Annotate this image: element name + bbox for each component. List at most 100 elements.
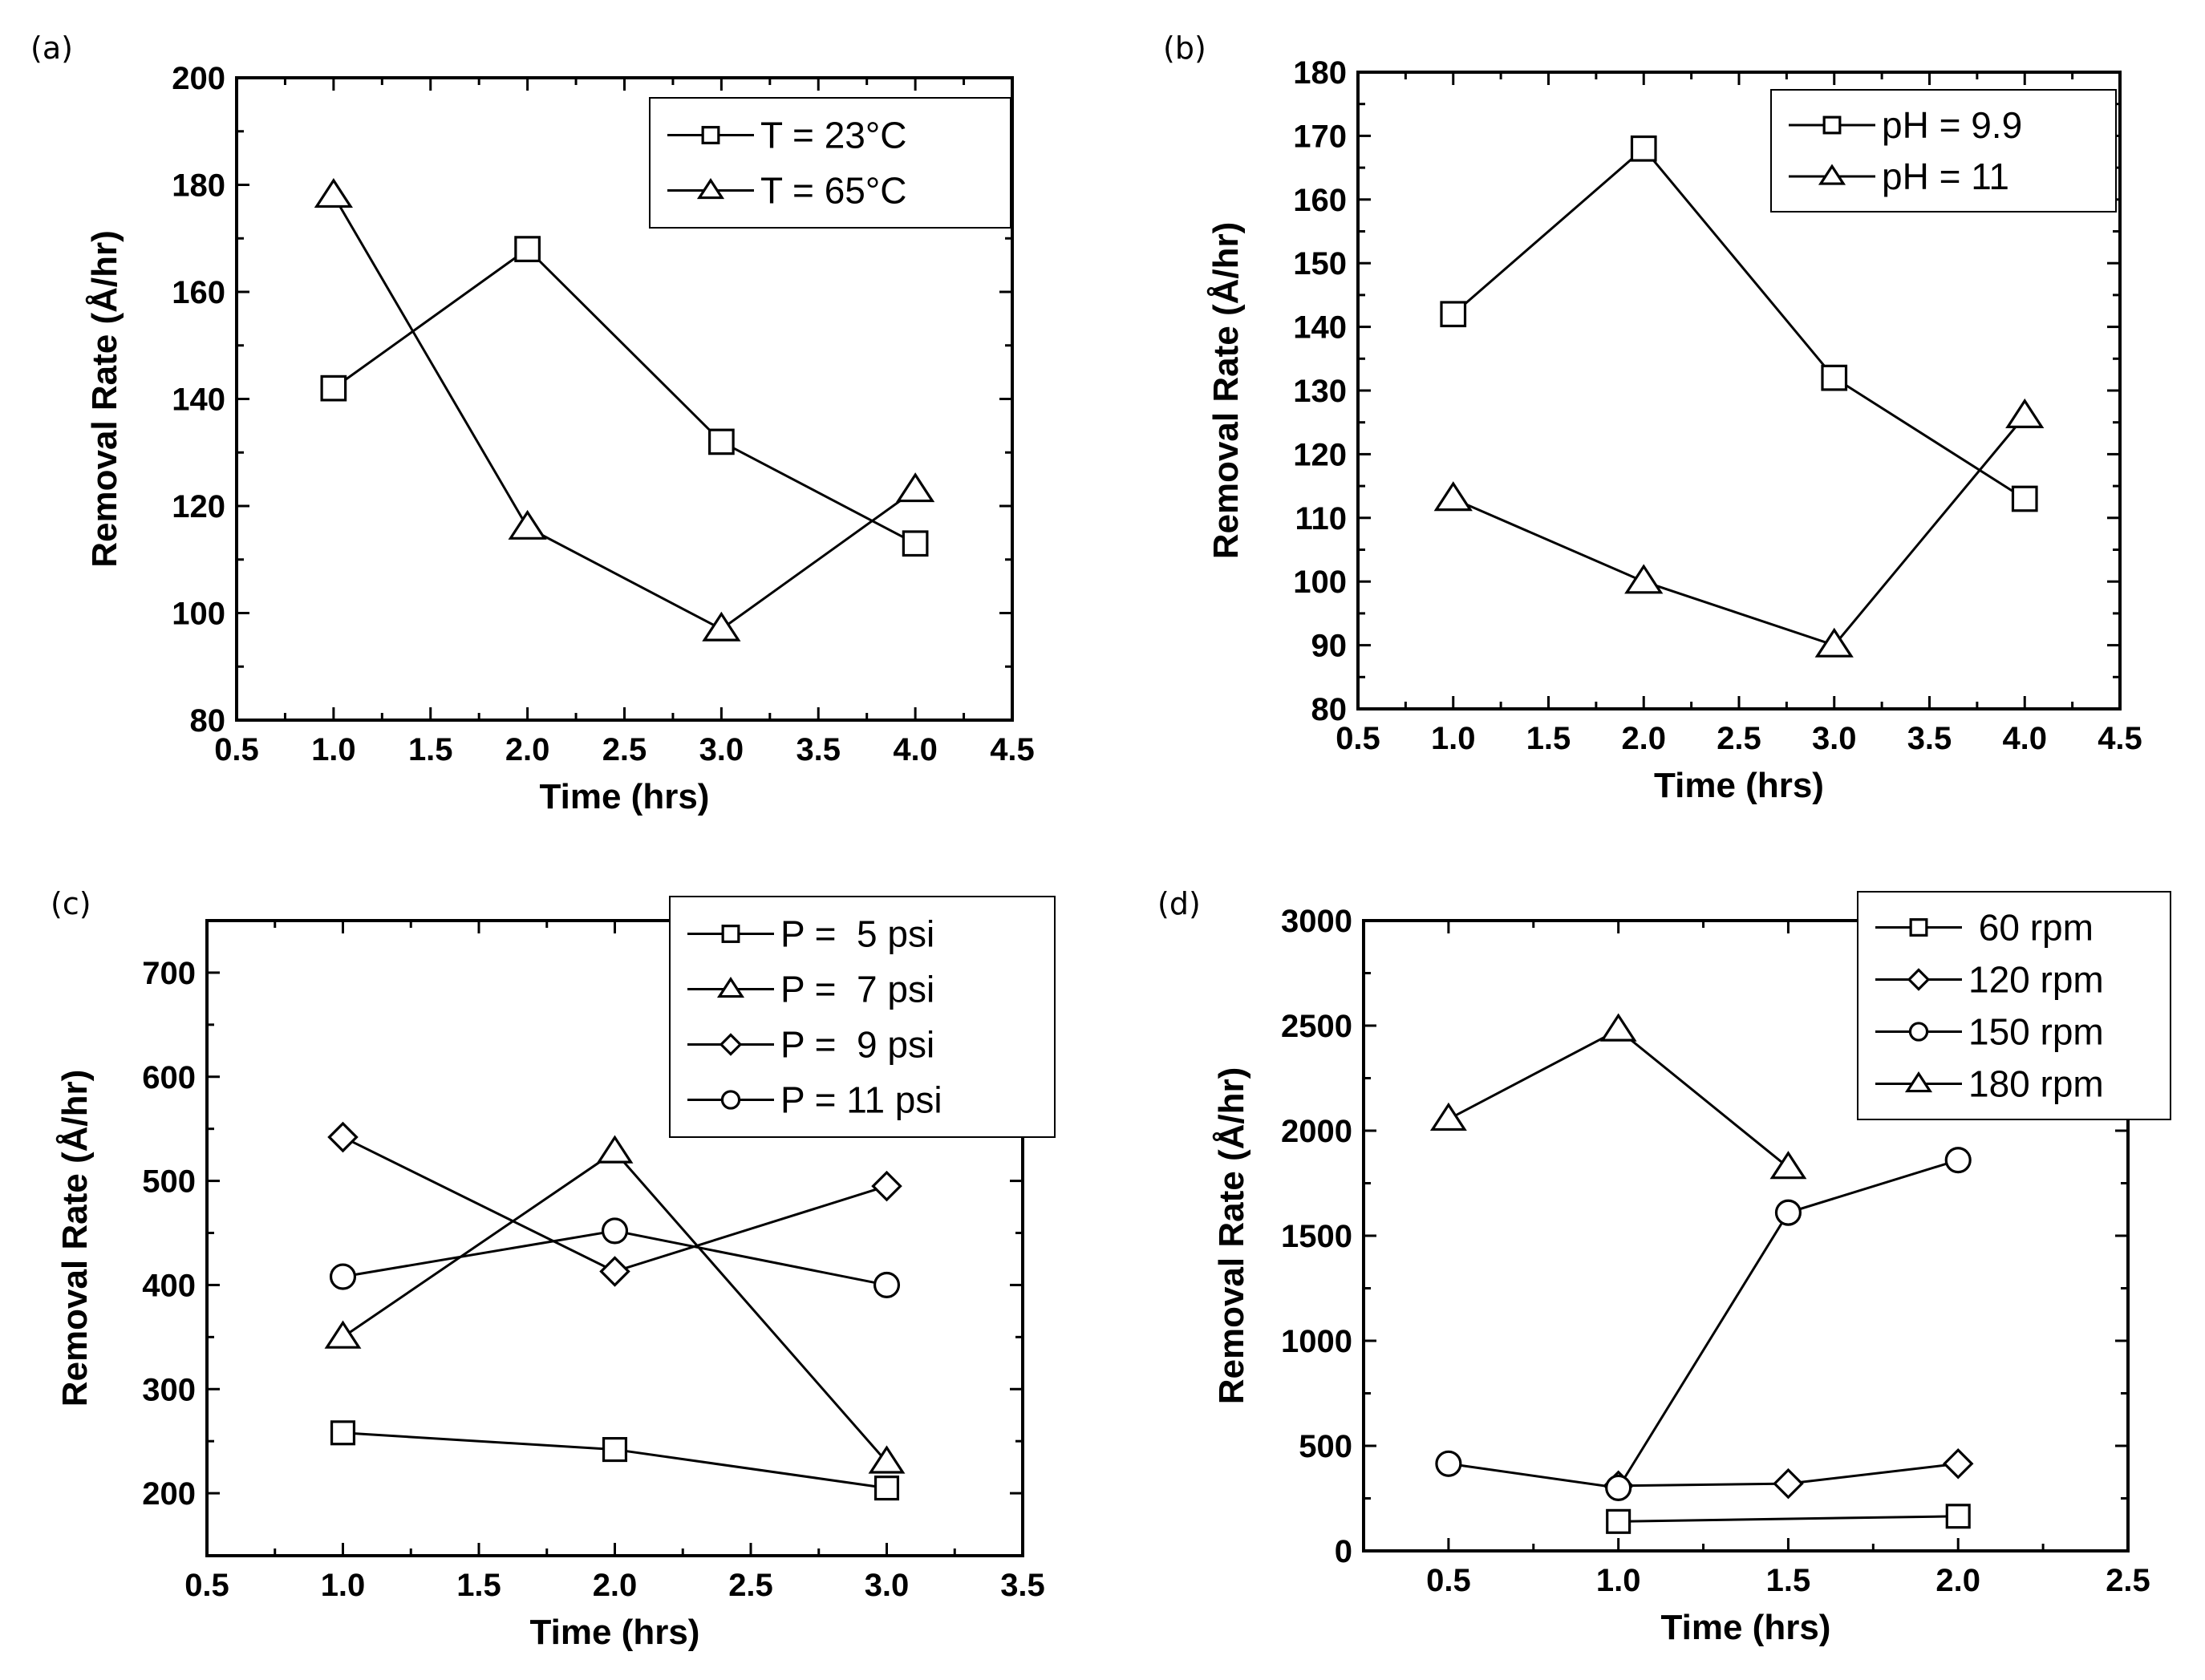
series-p-5-psi xyxy=(330,1420,900,1501)
legend-box xyxy=(1770,89,2117,213)
data-point-triangle xyxy=(868,1445,906,1474)
legend: pH = 9.9 pH = 11 xyxy=(1770,89,2117,213)
data-point-square xyxy=(873,1476,900,1501)
y-tick-label: 120 xyxy=(172,489,225,524)
series-120-rpm xyxy=(1603,1448,1974,1502)
x-axis-title: Time (hrs) xyxy=(540,777,710,816)
series-60-rpm xyxy=(1606,1504,1971,1534)
legend-marker-triangle xyxy=(1904,1071,1933,1093)
chart-panel-a: (a) 0.5 1.0 1.5 2.0 2.5 3.0 3.5 4.0 4.5 80 100 120 14… xyxy=(30,30,1035,816)
data-point-diamond xyxy=(1942,1448,1974,1480)
x-tick-label: 3.0 xyxy=(1812,721,1857,756)
y-tick-label: 500 xyxy=(1299,1429,1352,1464)
data-point-triangle xyxy=(2005,398,2045,428)
series-line xyxy=(1448,1028,1790,1169)
series-line xyxy=(1452,147,2026,500)
data-point-diamond xyxy=(871,1170,902,1202)
x-tick-label: 3.5 xyxy=(1000,1568,1045,1603)
data-point-triangle xyxy=(1769,1151,1807,1180)
y-tick-label: 150 xyxy=(1293,246,1347,281)
panel-label: (a) xyxy=(30,30,73,66)
y-tick-label: 140 xyxy=(1293,310,1347,346)
x-tick-label: 1.5 xyxy=(1766,1563,1811,1598)
x-tick-label: 2.5 xyxy=(602,732,647,767)
data-point-triangle xyxy=(1814,627,1854,658)
y-tick-label: 110 xyxy=(1295,501,1347,536)
series-p-9-psi xyxy=(327,1121,902,1287)
y-tick-label: 170 xyxy=(1293,119,1347,154)
data-point-square xyxy=(2011,485,2038,512)
data-point-triangle xyxy=(1429,1102,1467,1131)
legend-marker-square xyxy=(721,925,740,943)
data-point-square xyxy=(514,236,541,262)
series-line xyxy=(332,195,916,631)
x-tick-label: 4.5 xyxy=(2098,721,2142,756)
data-point-triangle xyxy=(1599,1013,1637,1042)
y-axis-title: Removal Rate (Å/hr) xyxy=(85,230,124,568)
y-tick-label: 2000 xyxy=(1281,1114,1352,1149)
x-tick-label: 1.0 xyxy=(321,1568,366,1603)
legend-label: 150 rpm xyxy=(1968,1011,2104,1053)
data-point-circle xyxy=(1774,1199,1802,1226)
data-point-triangle xyxy=(508,509,547,540)
x-tick-label: 2.5 xyxy=(2106,1563,2150,1598)
y-tick-label: 200 xyxy=(172,61,225,96)
y-tick-label: 1000 xyxy=(1281,1324,1352,1359)
y-tick-label: 90 xyxy=(1311,629,1348,664)
legend-label: T = 23°C xyxy=(760,115,906,156)
legend-label: P = 11 psi xyxy=(780,1079,942,1121)
x-tick-label: 3.0 xyxy=(865,1568,910,1603)
legend: 60 rpm 120 rpm 150 rpm 180 rpm xyxy=(1857,891,2171,1120)
data-point-circle xyxy=(1605,1474,1632,1501)
x-tick-label: 3.0 xyxy=(699,732,744,767)
legend-marker-triangle xyxy=(716,976,745,998)
series-line xyxy=(1618,1515,1959,1523)
x-tick-label: 1.5 xyxy=(408,732,453,767)
legend-label: P = 7 psi xyxy=(780,969,934,1010)
legend-label: 120 rpm xyxy=(1968,959,2104,1001)
x-tick-label: 2.5 xyxy=(728,1568,773,1603)
x-tick-label: 2.0 xyxy=(1621,721,1666,756)
x-tick-label: 2.0 xyxy=(1935,1563,1980,1598)
data-point-circle xyxy=(1944,1147,1972,1174)
x-tick-label: 0.5 xyxy=(214,732,259,767)
series-t-65-c xyxy=(314,178,935,642)
data-point-triangle xyxy=(324,1320,362,1349)
series-p-7-psi xyxy=(324,1135,906,1474)
legend-label: pH = 9.9 xyxy=(1882,104,2022,146)
legend-marker-triangle xyxy=(1818,164,1846,185)
series-p-11-psi xyxy=(329,1217,901,1298)
y-tick-label: 120 xyxy=(1293,437,1347,472)
y-axis-title: Removal Rate (Å/hr) xyxy=(1206,222,1246,560)
legend-box xyxy=(649,97,1011,229)
data-point-diamond xyxy=(1773,1467,1804,1500)
x-tick-label: 0.5 xyxy=(1336,721,1380,756)
legend-label: T = 65°C xyxy=(760,170,906,212)
data-point-triangle xyxy=(1433,481,1473,512)
legend-label: 180 rpm xyxy=(1968,1063,2104,1105)
data-point-circle xyxy=(873,1271,901,1298)
data-point-triangle xyxy=(702,611,741,642)
x-tick-label: 0.5 xyxy=(1426,1563,1471,1598)
legend-marker-circle xyxy=(720,1090,741,1110)
x-tick-label: 2.0 xyxy=(593,1568,638,1603)
x-tick-label: 1.5 xyxy=(1526,721,1571,756)
legend-marker-circle xyxy=(1908,1022,1929,1042)
x-tick-label: 1.0 xyxy=(311,732,356,767)
y-tick-label: 180 xyxy=(172,168,225,204)
data-point-diamond xyxy=(599,1256,630,1287)
y-axis-title: Removal Rate (Å/hr) xyxy=(1212,1067,1251,1405)
data-point-square xyxy=(708,428,735,455)
x-tick-label: 3.5 xyxy=(1907,721,1952,756)
chart-panel-b: (b) 0.5 1.0 1.5 2.0 2.5 3.0 3.5 4.0 4.5 80 90 100 110… xyxy=(1163,30,2142,805)
y-tick-label: 700 xyxy=(142,956,196,991)
series-180-rpm xyxy=(1429,1013,1807,1180)
series-ph-11 xyxy=(1433,398,2045,658)
y-tick-label: 0 xyxy=(1335,1534,1352,1569)
x-tick-label: 2.5 xyxy=(1717,721,1761,756)
data-point-diamond xyxy=(327,1121,359,1153)
panel-label: (d) xyxy=(1157,886,1201,921)
legend-marker-triangle xyxy=(696,177,725,200)
data-point-circle xyxy=(601,1217,629,1245)
